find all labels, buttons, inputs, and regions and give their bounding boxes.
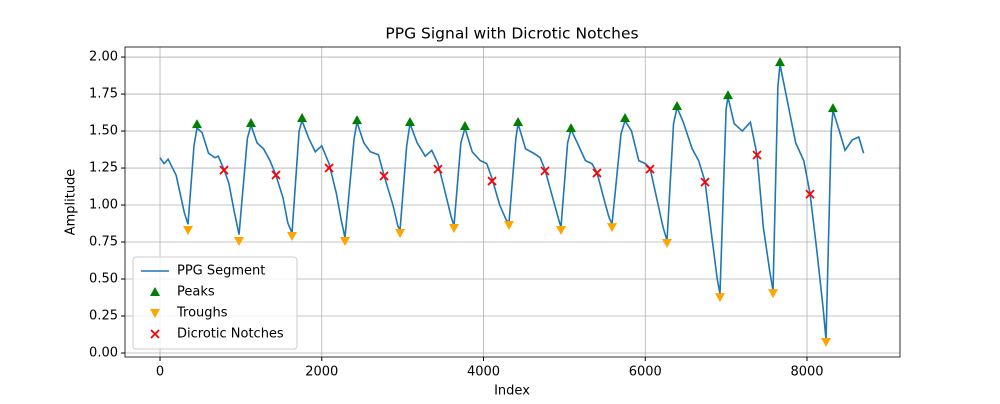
y-tick-label: 0.50 [89,272,118,287]
legend-label: Troughs [176,306,228,321]
marker [672,101,683,111]
x-tick-label: 0 [156,365,164,380]
y-tick-label: 0.25 [89,309,118,324]
marker [379,171,389,181]
legend-label: Dicrotic Notches [177,327,284,342]
y-tick-label: 1.00 [89,198,118,213]
marker [459,121,470,131]
marker [487,176,497,186]
marker [433,164,443,174]
marker [234,236,245,246]
marker [566,123,577,133]
marker [768,289,779,299]
legend-swatch [150,329,160,339]
marker [219,165,229,175]
marker [620,113,631,123]
x-axis-label: Index [494,384,530,399]
marker [191,119,202,129]
marker [339,236,350,246]
marker [448,223,459,233]
marker [245,118,256,128]
legend-label: Peaks [177,285,215,300]
chart-title: PPG Signal with Dicrotic Notches [385,25,638,43]
marker [662,239,673,249]
marker [352,115,363,125]
legend-swatch [150,287,160,296]
marker [324,163,334,173]
marker [645,164,655,174]
x-tick-label: 2000 [305,365,338,380]
plot-frame [124,46,901,358]
marker [540,166,550,176]
y-tick-label: 1.50 [89,124,118,139]
y-tick-label: 1.75 [89,87,118,102]
y-tick-label: 0.00 [89,346,118,361]
y-tick-label: 0.75 [89,235,118,250]
marker [513,117,524,127]
x-tick-label: 8000 [790,365,823,380]
marker [827,103,838,113]
y-tick-label: 2.00 [89,50,118,65]
y-tick-label: 1.25 [89,161,118,176]
marker [182,226,193,236]
marker [287,231,298,241]
marker [555,226,566,236]
x-tick-label: 4000 [467,365,500,380]
signal-line [159,64,865,340]
marker [592,168,602,178]
marker [395,229,406,238]
legend-box [132,256,298,350]
marker [821,338,832,348]
marker [503,221,514,231]
x-tick-label: 6000 [629,365,662,380]
marker [774,57,785,67]
legend-swatch [150,309,160,318]
marker [714,293,725,303]
marker [722,90,733,100]
marker [271,170,281,180]
marker [607,223,618,233]
legend-label: PPG Segment [177,264,265,279]
marker [752,150,762,160]
y-axis-label: Amplitude [64,169,79,236]
marker [297,113,308,123]
marker [404,117,415,127]
marker [805,189,815,199]
marker [700,177,710,187]
